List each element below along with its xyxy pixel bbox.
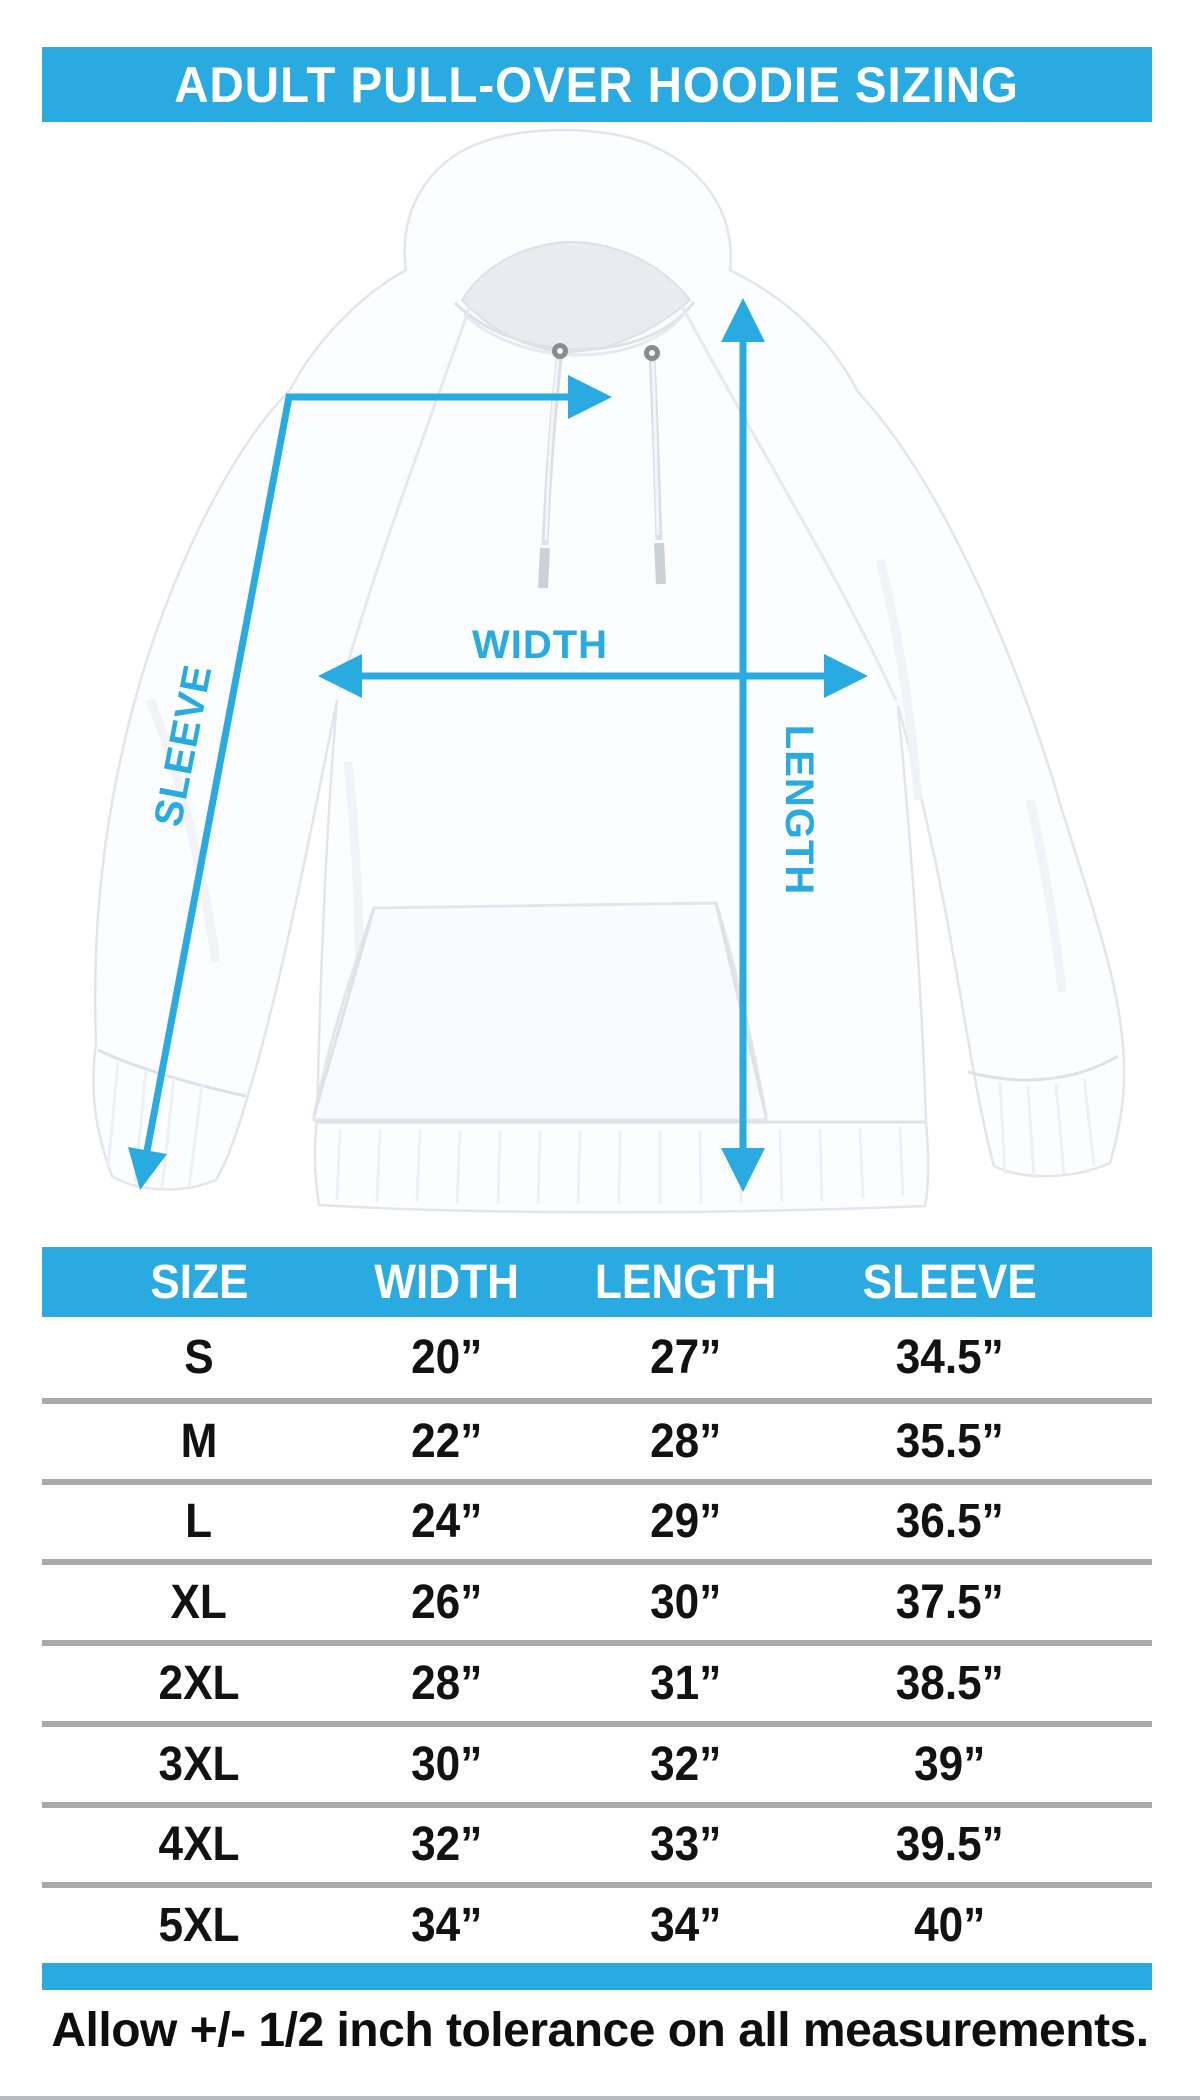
cell-length: 28” [649,1414,722,1468]
cell-size: M [180,1414,218,1468]
title-bar: ADULT PULL-OVER HOODIE SIZING [42,47,1152,122]
page-title: ADULT PULL-OVER HOODIE SIZING [174,56,1020,113]
cell-size: 2XL [158,1656,240,1710]
cell-sleeve: 36.5” [895,1495,1005,1549]
table-row: 2XL 28” 31” 38.5” [42,1640,1152,1721]
cell-length: 31” [649,1656,722,1710]
column-header-sleeve: SLEEVE [862,1255,1038,1309]
table-row: S 20” 27” 34.5” [42,1317,1152,1398]
cell-width: 24” [410,1495,483,1549]
table-row: M 22” 28” 35.5” [42,1397,1152,1479]
cell-sleeve: 40” [914,1899,986,1953]
cell-sleeve: 34.5” [895,1330,1005,1384]
tolerance-note: Allow +/- 1/2 inch tolerance on all meas… [0,1994,1200,2066]
table-row: 4XL 32” 33” 39.5” [42,1801,1152,1883]
cell-width: 30” [410,1737,483,1791]
hoodie-illustration: WIDTH LENGTH SLEEVE [92,128,1126,1214]
cell-sleeve: 37.5” [895,1576,1005,1630]
column-header-size: SIZE [149,1255,249,1309]
cell-sleeve: 39.5” [895,1818,1005,1872]
drawstrings [538,343,666,589]
cell-size: 3XL [158,1737,240,1791]
cell-width: 22” [410,1414,483,1468]
table-row: 5XL 34” 34” 40” [42,1882,1152,1963]
kangaroo-pocket [312,901,768,1122]
table-header-row: SIZE WIDTH LENGTH SLEEVE [42,1247,1152,1317]
cell-sleeve: 38.5” [895,1656,1005,1710]
cell-length: 32” [649,1737,722,1791]
width-label: WIDTH [472,623,608,667]
bottom-divider-line [0,2096,1200,2100]
table-row: 3XL 30” 32” 39” [42,1720,1152,1802]
length-arrow [721,298,765,1192]
bottom-accent-bar [42,1963,1152,1990]
tolerance-note-text: Allow +/- 1/2 inch tolerance on all meas… [51,2003,1149,2057]
cell-size: 5XL [158,1899,240,1953]
cell-length: 34” [649,1899,722,1953]
cell-size: S [184,1330,214,1384]
cell-sleeve: 35.5” [895,1414,1005,1468]
cell-size: 4XL [158,1818,240,1872]
hoodie-body [92,128,1126,1214]
length-label: LENGTH [777,725,821,895]
cell-length: 27” [649,1330,722,1384]
cell-length: 29” [649,1495,722,1549]
cell-sleeve: 39” [914,1737,986,1791]
sleeve-arrow [128,375,612,1190]
cell-size: XL [170,1576,228,1630]
column-header-length: LENGTH [594,1255,777,1309]
hoodie-diagram: WIDTH LENGTH SLEEVE [0,110,1200,1250]
cell-width: 32” [410,1818,483,1872]
width-arrow [318,654,868,698]
table-row: XL 26” 30” 37.5” [42,1559,1152,1640]
table-rows: S 20” 27” 34.5” M 22” 28” 35.5” L 24” 29… [42,1317,1152,1963]
cell-size: L [185,1495,213,1549]
cell-width: 26” [410,1576,483,1630]
cell-width: 34” [410,1899,483,1953]
sizing-table: SIZE WIDTH LENGTH SLEEVE S 20” 27” 34.5”… [42,1247,1152,1963]
right-cuff [967,1054,1119,1179]
cell-width: 20” [410,1330,483,1384]
left-cuff [97,1048,247,1189]
cell-length: 33” [649,1818,722,1872]
column-header-width: WIDTH [374,1255,519,1309]
hood-opening [460,240,692,354]
table-row: L 24” 29” 36.5” [42,1478,1152,1560]
cell-width: 28” [410,1656,483,1710]
cell-length: 30” [649,1576,722,1630]
